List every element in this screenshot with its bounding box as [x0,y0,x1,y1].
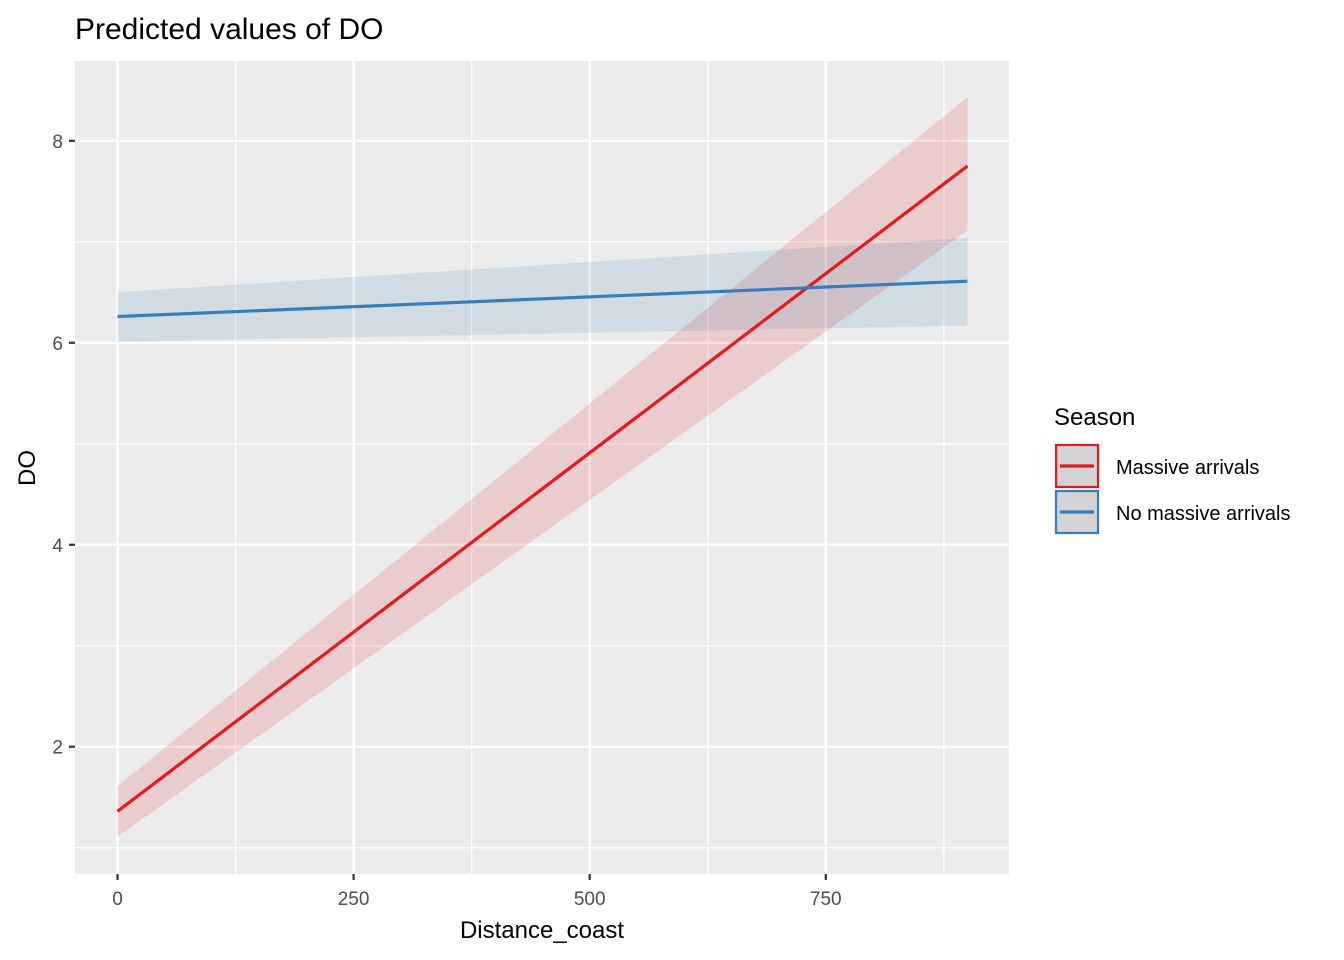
series-line-1 [117,279,968,319]
y-tick-label: 6 [52,334,63,355]
x-axis-title: Distance_coast [460,917,624,944]
series-line-0 [116,164,969,813]
chart-title: Predicted values of DO [75,13,383,46]
x-tick-label: 0 [112,889,123,910]
minor-gridlines [75,61,1009,874]
legend-label: No massive arrivals [1116,503,1290,525]
y-tick-label: 2 [52,738,63,759]
legend-item: No massive arrivals [1054,489,1290,535]
y-axis: 2 4 6 8 [52,132,75,759]
legend: Season Massive arrivals No massive arriva… [1054,404,1290,535]
y-tick-label: 8 [52,132,63,153]
x-axis: 0 250 500 750 [112,874,842,910]
legend-title: Season [1054,404,1135,431]
ci-ribbon-1 [117,237,968,342]
plot-panel [75,61,1009,874]
x-tick-label: 500 [574,889,606,910]
y-tick-label: 4 [52,536,63,557]
y-axis-title: DO [14,450,41,486]
major-gridlines [75,61,1009,874]
legend-label: Massive arrivals [1116,457,1259,479]
x-tick-label: 250 [338,889,370,910]
prediction-lines [116,164,969,813]
x-tick-label: 750 [810,889,842,910]
legend-item: Massive arrivals [1054,443,1259,489]
